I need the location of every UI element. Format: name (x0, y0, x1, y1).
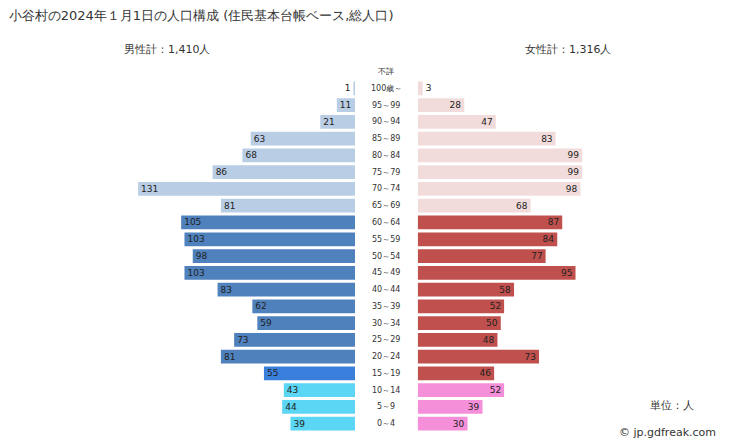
svg-text:63: 63 (254, 134, 265, 144)
svg-text:68: 68 (245, 150, 257, 160)
svg-text:77: 77 (531, 251, 542, 261)
svg-text:87: 87 (548, 217, 559, 227)
svg-text:44: 44 (285, 402, 297, 412)
svg-text:100歳～: 100歳～ (371, 84, 402, 93)
svg-text:81: 81 (224, 352, 235, 362)
svg-text:84: 84 (543, 234, 555, 244)
svg-text:105: 105 (184, 217, 201, 227)
svg-text:21: 21 (323, 117, 334, 127)
svg-text:86: 86 (216, 167, 228, 177)
svg-text:3: 3 (426, 83, 432, 93)
svg-text:83: 83 (221, 285, 232, 295)
svg-text:65～69: 65～69 (372, 201, 400, 210)
svg-text:1: 1 (345, 83, 351, 93)
svg-text:52: 52 (490, 301, 501, 311)
svg-text:30～34: 30～34 (372, 319, 400, 328)
svg-text:39: 39 (293, 419, 305, 429)
svg-text:52: 52 (490, 385, 501, 395)
svg-text:103: 103 (187, 268, 204, 278)
svg-text:62: 62 (255, 301, 266, 311)
svg-text:95: 95 (561, 268, 572, 278)
svg-text:30: 30 (453, 419, 465, 429)
svg-text:20～24: 20～24 (372, 352, 400, 361)
svg-text:43: 43 (287, 385, 298, 395)
svg-text:© jp.gdfreak.com: © jp.gdfreak.com (619, 426, 716, 439)
svg-text:98: 98 (566, 184, 578, 194)
svg-text:不詳: 不詳 (378, 67, 394, 76)
svg-text:55～59: 55～59 (372, 235, 400, 244)
svg-text:58: 58 (499, 285, 511, 295)
svg-text:45～49: 45～49 (372, 268, 400, 277)
svg-text:男性計：1,410人: 男性計：1,410人 (124, 43, 211, 56)
svg-text:60～64: 60～64 (372, 218, 400, 227)
svg-text:46: 46 (479, 368, 491, 378)
svg-text:90～94: 90～94 (372, 117, 400, 126)
svg-text:15～19: 15～19 (372, 369, 400, 378)
svg-text:50: 50 (486, 318, 498, 328)
svg-text:40～44: 40～44 (372, 285, 400, 294)
svg-text:98: 98 (196, 251, 208, 261)
svg-text:75～79: 75～79 (372, 168, 400, 177)
svg-text:11: 11 (340, 100, 351, 110)
svg-text:47: 47 (481, 117, 492, 127)
svg-text:5～9: 5～9 (377, 402, 395, 411)
svg-text:39: 39 (468, 402, 480, 412)
svg-text:50～54: 50～54 (372, 252, 400, 261)
svg-text:48: 48 (483, 335, 495, 345)
svg-text:28: 28 (450, 100, 462, 110)
svg-text:81: 81 (224, 201, 235, 211)
svg-text:95～99: 95～99 (372, 101, 400, 110)
svg-text:85～89: 85～89 (372, 134, 400, 143)
svg-text:131: 131 (141, 184, 158, 194)
svg-text:59: 59 (260, 318, 272, 328)
svg-text:103: 103 (187, 234, 204, 244)
svg-text:70～74: 70～74 (372, 184, 400, 193)
svg-text:80～84: 80～84 (372, 151, 400, 160)
svg-text:99: 99 (567, 150, 579, 160)
svg-text:68: 68 (516, 201, 528, 211)
svg-text:単位：人: 単位：人 (650, 399, 694, 412)
svg-text:25～29: 25～29 (372, 335, 400, 344)
svg-text:83: 83 (541, 134, 552, 144)
svg-text:55: 55 (267, 368, 278, 378)
svg-text:女性計：1,316人: 女性計：1,316人 (525, 43, 612, 56)
svg-text:35～39: 35～39 (372, 302, 400, 311)
svg-text:10～14: 10～14 (372, 386, 400, 395)
svg-text:73: 73 (237, 335, 248, 345)
svg-text:99: 99 (567, 167, 579, 177)
svg-text:0～4: 0～4 (377, 419, 395, 428)
svg-text:73: 73 (525, 352, 536, 362)
svg-text:小谷村の2024年１月1日の人口構成 (住民基本台帳ベース,: 小谷村の2024年１月1日の人口構成 (住民基本台帳ベース,総人口) (9, 8, 394, 23)
